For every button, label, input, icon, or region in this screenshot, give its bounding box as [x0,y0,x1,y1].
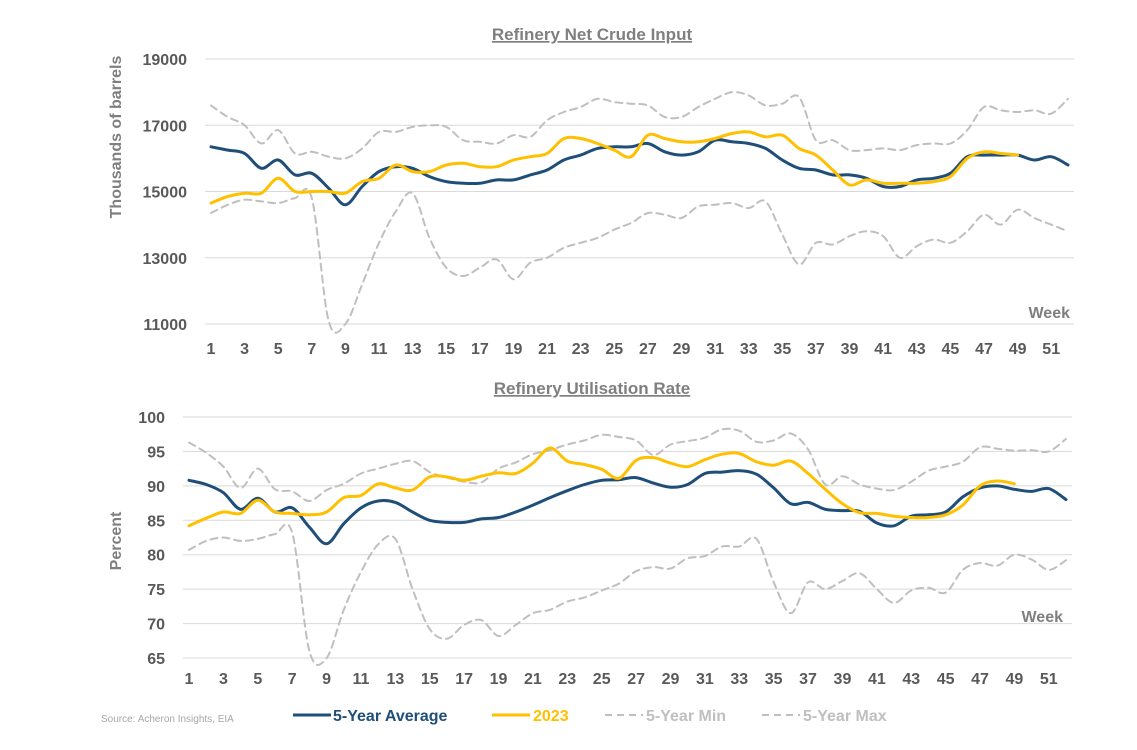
x-tick-label: 7 [307,341,316,358]
x-tick-label: 13 [404,341,422,358]
grid [183,416,1072,659]
series-line-5-year-max [188,427,1067,503]
y-axis-label: Percent [108,511,125,570]
x-tick-label: 33 [740,341,758,358]
x-tick-label: 25 [605,341,623,358]
x-tick-label: 35 [765,671,783,688]
y-tick-label: 13000 [143,251,188,268]
chart-title: Refinery Utilisation Rate [494,379,691,398]
x-tick-label: 49 [1006,671,1024,688]
x-tick-label: 41 [868,671,886,688]
x-tick-label: 43 [908,341,926,358]
y-tick-label: 80 [147,548,165,565]
series-line-2023 [187,446,1016,528]
x-tick-label: 3 [219,671,228,688]
x-tick-label: 45 [941,341,959,358]
series-line-5-year-max [210,91,1069,160]
x-tick-label: 41 [874,341,892,358]
x-tick-label: 23 [572,341,590,358]
x-tick-label: 27 [639,341,657,358]
x-tick-label: 27 [627,671,645,688]
series-line-5-year-average [187,469,1068,546]
x-tick-label: 1 [185,671,194,688]
series-line-5-year-min [210,187,1069,334]
x-axis-label: Week [1021,609,1063,626]
x-tick-label: 9 [341,341,350,358]
x-tick-label: 35 [773,341,791,358]
x-tick-label: 15 [421,671,439,688]
y-tick-label: 65 [147,651,165,668]
x-tick-label: 21 [538,341,556,358]
y-tick-label: 17000 [143,118,188,135]
y-tick-label: 85 [147,513,165,530]
x-tick-label: 45 [937,671,955,688]
x-tick-label: 29 [673,341,691,358]
x-axis-ticks: 1 3 5 7 9 11 13 15 17 19 21 23 25 27 29 31 33 35 37 39 41 43 4… [207,341,1061,358]
x-axis-label: Week [1028,305,1070,322]
x-tick-label: 17 [471,341,489,358]
x-tick-label: 5 [253,671,262,688]
legend: 5-Year Average 2023 5-Year Min 5-Year Ma… [293,708,887,725]
y-tick-label: 11000 [143,317,187,334]
y-tick-label: 19000 [143,52,188,69]
legend-label: 5-Year Max [803,708,887,725]
x-tick-label: 43 [902,671,920,688]
x-tick-label: 39 [834,671,852,688]
x-tick-label: 49 [1009,341,1027,358]
x-tick-label: 25 [593,671,611,688]
series-group [187,427,1068,666]
legend-item-max: 5-Year Max [762,708,887,725]
y-axis-ticks: 11000 13000 15000 17000 19000 [143,52,188,334]
x-tick-label: 11 [371,341,388,358]
x-tick-label: 15 [437,341,455,358]
y-tick-label: 100 [138,410,165,427]
legend-label: 5-Year Average [333,708,448,725]
x-tick-label: 31 [696,671,714,688]
series-line-2023 [209,130,1020,205]
y-tick-label: 75 [147,582,165,599]
chart-title: Refinery Net Crude Input [492,25,693,44]
x-tick-label: 47 [971,671,989,688]
x-axis-ticks: 1 3 5 7 9 11 13 15 17 19 21 23 25 27 29 31 33 35 37 39 41 43 4… [185,671,1058,688]
y-tick-label: 90 [147,479,165,496]
y-axis-label: Thousands of barrels [108,56,125,219]
legend-item-average: 5-Year Average [293,708,448,725]
legend-item-min: 5-Year Min [605,708,726,725]
x-tick-label: 51 [1042,341,1060,358]
crude-input-chart: Refinery Net Crude Input Thousands of ba… [108,25,1074,358]
x-tick-label: 31 [706,341,724,358]
x-tick-label: 33 [730,671,748,688]
y-tick-label: 70 [147,617,165,634]
x-tick-label: 9 [322,671,331,688]
x-tick-label: 37 [799,671,817,688]
x-tick-label: 17 [455,671,473,688]
x-tick-label: 1 [207,341,216,358]
x-tick-label: 7 [288,671,297,688]
x-tick-label: 23 [558,671,576,688]
legend-item-2023: 2023 [492,708,569,725]
series-group [209,91,1070,334]
x-tick-label: 51 [1040,671,1058,688]
x-tick-label: 19 [505,341,523,358]
series-line-5-year-min [188,523,1067,666]
x-tick-label: 11 [352,671,369,688]
x-tick-label: 37 [807,341,825,358]
x-tick-label: 21 [524,671,542,688]
x-tick-label: 29 [662,671,680,688]
x-tick-label: 47 [975,341,993,358]
y-axis-ticks: 65 70 75 80 85 90 95 100 [138,410,165,668]
x-tick-label: 5 [274,341,283,358]
legend-label: 2023 [533,708,569,725]
y-tick-label: 15000 [143,185,188,202]
source-note: Source: Acheron Insights, EIA [101,714,234,725]
y-tick-label: 95 [147,444,165,461]
x-tick-label: 19 [490,671,508,688]
x-tick-label: 13 [386,671,404,688]
utilisation-chart: Refinery Utilisation Rate Percent Week 6… [108,379,1072,688]
legend-label: 5-Year Min [646,708,726,725]
x-tick-label: 3 [240,341,249,358]
series-line-5-year-average [209,138,1070,207]
x-tick-label: 39 [841,341,859,358]
